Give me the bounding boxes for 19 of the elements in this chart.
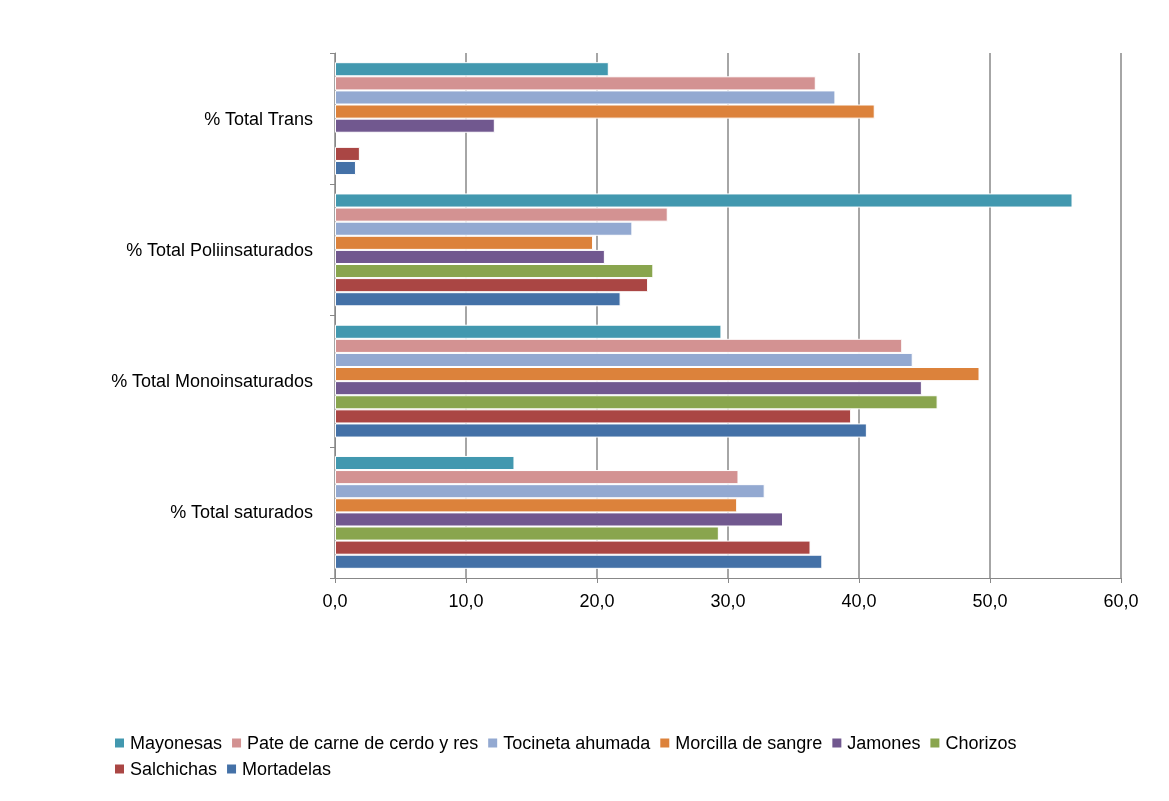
y-tick-label: % Total Poliinsaturados xyxy=(126,239,313,260)
legend-label: Tocineta ahumada xyxy=(503,733,652,753)
legend-label: Pate de carne de cerdo y res xyxy=(247,733,479,753)
legend-label: Salchichas xyxy=(130,759,218,779)
x-tick-label: 30,0 xyxy=(710,591,746,611)
y-tick-label: % Total Trans xyxy=(204,108,313,129)
legend-label: Chorizos xyxy=(945,733,1017,753)
x-tick-label: 40,0 xyxy=(841,591,877,611)
x-tick-label: 60,0 xyxy=(1103,591,1139,611)
y-tick-label: % Total Monoinsaturados xyxy=(111,371,313,392)
x-tick-label: 50,0 xyxy=(972,591,1008,611)
y-tick-label: % Total saturados xyxy=(170,502,313,523)
legend-label: Jamones xyxy=(847,733,921,753)
x-tick-label: 0,0 xyxy=(322,591,348,611)
legend-label: Mayonesas xyxy=(130,733,223,753)
legend-label: Morcilla de sangre xyxy=(675,733,823,753)
x-tick-label: 20,0 xyxy=(579,591,615,611)
x-tick-label: 10,0 xyxy=(448,591,484,611)
legend-label: Mortadelas xyxy=(242,759,332,779)
